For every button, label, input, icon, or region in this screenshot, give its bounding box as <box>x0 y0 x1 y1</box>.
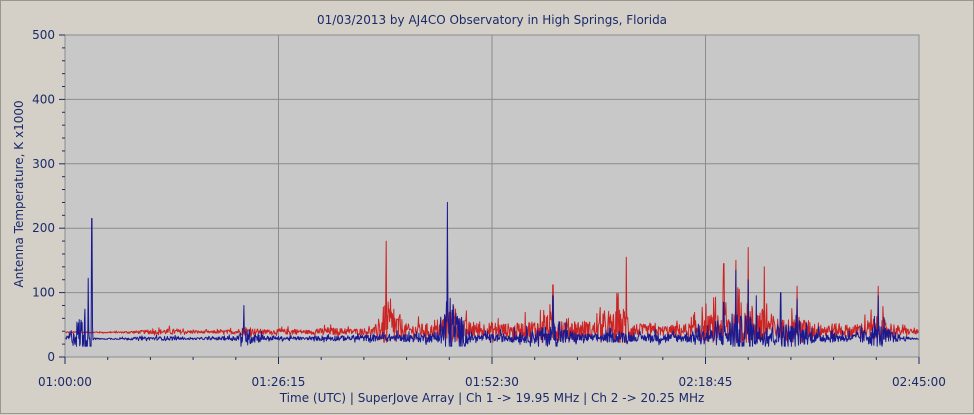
series-layer <box>64 201 920 347</box>
x-tick-label: 02:18:45 <box>679 375 733 389</box>
x-axis-label: Time (UTC) | SuperJove Array | Ch 1 -> 1… <box>279 391 705 405</box>
chart-title: 01/03/2013 by AJ4CO Observatory in High … <box>317 13 667 27</box>
x-tick-labels: 01:00:00 01:26:15 01:52:30 02:18:45 02:45:00 <box>38 375 946 389</box>
y-tick-label: 0 <box>47 350 55 364</box>
y-tick-label: 300 <box>32 157 55 171</box>
y-axis-label: Antenna Temperature, K x1000 <box>12 100 26 287</box>
x-tick-label: 01:00:00 <box>38 375 92 389</box>
series-ch2-line <box>64 201 920 347</box>
y-tick-labels: 0 100 200 300 400 500 <box>32 28 55 364</box>
x-tick-label: 01:26:15 <box>252 375 306 389</box>
y-tick-label: 400 <box>32 92 55 106</box>
grid-lines <box>65 34 919 357</box>
x-tick-label: 01:52:30 <box>465 375 519 389</box>
y-tick-label: 500 <box>32 28 55 42</box>
axes <box>59 34 920 364</box>
y-tick-label: 200 <box>32 221 55 235</box>
y-tick-label: 100 <box>32 286 55 300</box>
x-tick-label: 02:45:00 <box>892 375 946 389</box>
